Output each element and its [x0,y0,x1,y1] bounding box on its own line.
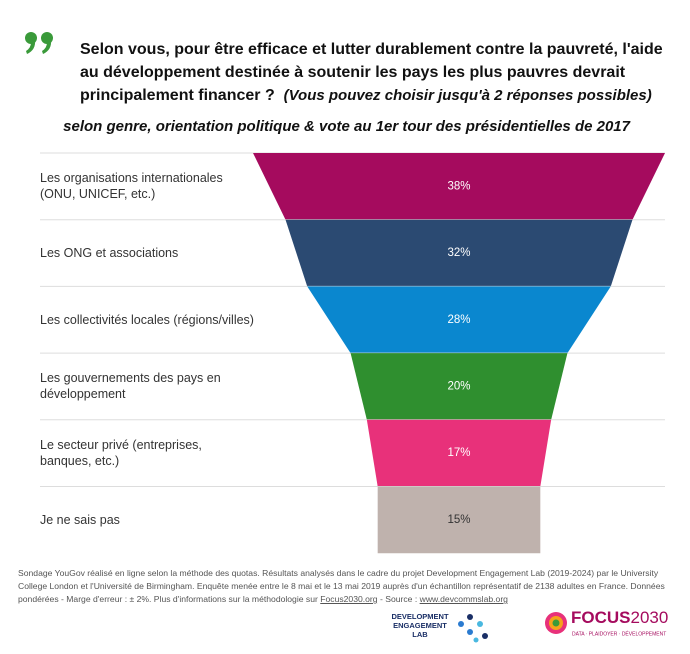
logo-focus: FOCUS2030 DATA · PLAIDOYER · DÉVELOPPEME… [545,608,668,637]
logo-text: FOCUS [571,608,631,627]
funnel-segment [307,286,611,354]
logo-del: DEVELOPMENT ENGAGEMENT LAB [391,612,488,643]
title-text: Selon vous, pour être efficace et lutter… [80,41,663,104]
category-label: Le secteur privé (entreprises, banques, … [40,438,202,469]
funnel-segment [253,153,665,220]
funnel-segment [366,419,552,487]
value-label: 15% [447,514,470,526]
category-label: Les collectivités locales (régions/ville… [40,312,254,327]
category-label: Les ONG et associations [40,246,179,261]
logo-text: ENGAGEMENT [393,621,447,630]
category-label: Les organisations internationales (ONU, … [40,171,223,202]
title-note: (Vous pouvez choisir jusqu'à 2 réponses … [283,87,652,104]
footnote-link[interactable]: Focus2030.org [320,594,378,604]
footnote-text: Sondage YouGov réalisé en ligne selon la… [18,568,665,604]
subtitle: selon genre, orientation politique & vot… [63,118,630,135]
value-label: 20% [447,380,470,392]
funnel-segment [285,219,633,287]
footnote: Sondage YouGov réalisé en ligne selon la… [18,567,678,606]
funnel-segment [350,353,568,420]
logo-text: 2030 [631,608,669,627]
value-label: 38% [447,180,470,192]
logo-text: LAB [412,630,428,639]
logo-tagline: DATA · PLAIDOYER · DÉVELOPPEMENT [572,630,666,637]
value-label: 32% [447,247,470,259]
footnote-text: - Source : [377,594,420,604]
logo-text: DEVELOPMENT [391,612,449,621]
category-label: Je ne sais pas [40,512,120,527]
quote-icon [25,32,53,54]
title: Selon vous, pour être efficace et lutter… [80,38,680,107]
funnel-segment [377,486,541,554]
value-label: 28% [447,314,470,326]
logo-text: FOCUS2030 [571,608,668,627]
value-label: 17% [447,447,470,459]
funnel: 38% 32% 28% 20% 17% 15% [40,152,665,554]
category-label: Les gouvernements des pays en développem… [40,371,221,402]
footnote-link[interactable]: www.devcommslab.org [419,594,508,604]
